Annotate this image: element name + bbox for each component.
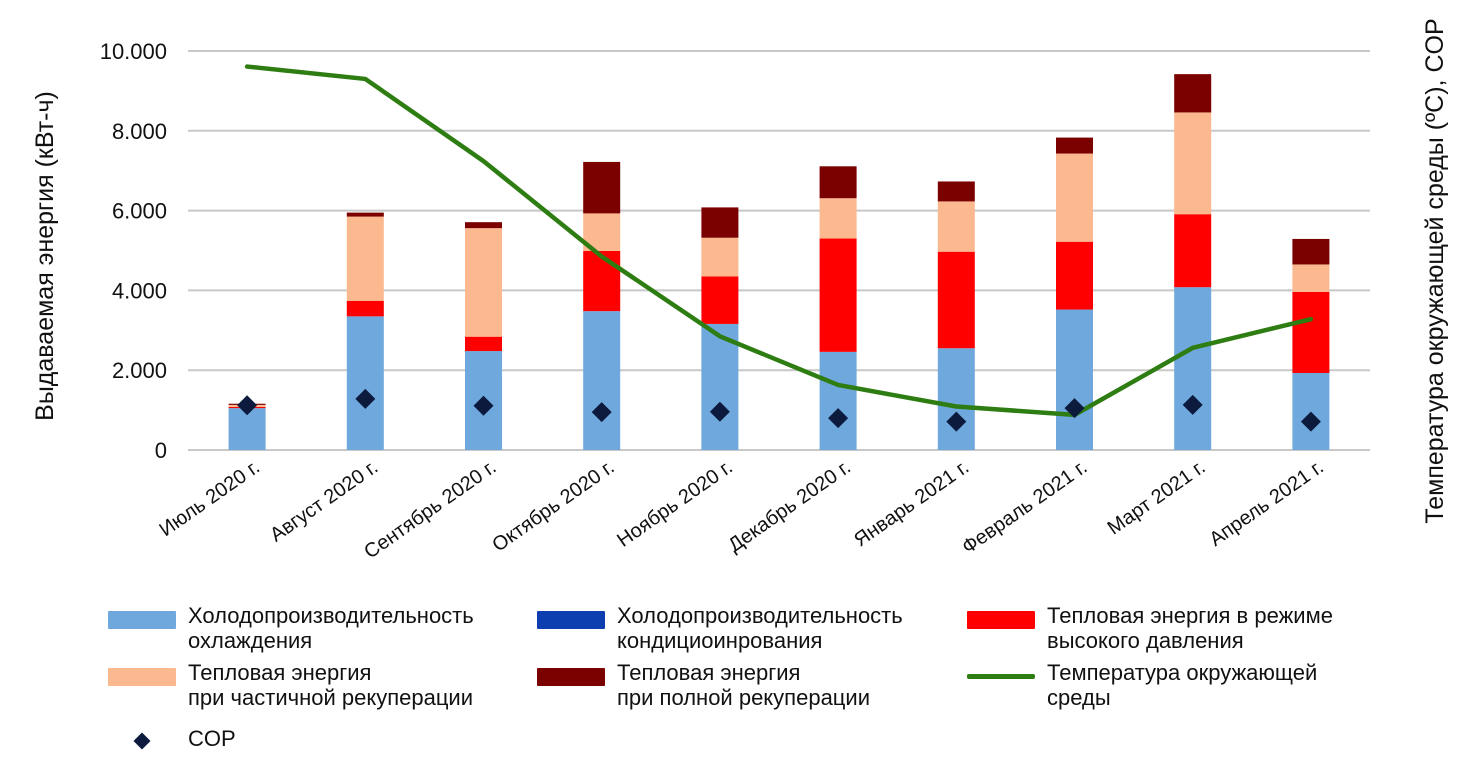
- cop-marker: [355, 388, 376, 409]
- bar-segment: [465, 222, 502, 229]
- y-axis-title: Выдаваемая энергия (кВт-ч): [31, 91, 59, 421]
- y-tick-label: 4.000: [112, 278, 167, 303]
- y2-axis-title: Температура окружающей среды (ºС), COP: [1421, 18, 1449, 523]
- x-tick-label: Январь 2021 г.: [850, 456, 973, 551]
- temperature-line-path: [244, 64, 1314, 418]
- y-tick-label: 8.000: [112, 119, 167, 144]
- x-axis-labels: Июль 2020 г. Август 2020 г.Сентябрь 2020 …: [155, 456, 1327, 563]
- bar-segment: [346, 212, 384, 217]
- bar-segment: [1174, 214, 1212, 288]
- y-axis-ticks: 0 2.000 4.000 6.000 8.000 10.000: [100, 39, 167, 463]
- bar-segment: [937, 181, 975, 202]
- x-tick-label: Март 2021 г.: [1104, 456, 1210, 539]
- temperature-line: [244, 64, 1314, 418]
- cop-marker: [1300, 411, 1321, 432]
- bar-segment: [346, 216, 384, 301]
- gridlines: [188, 50, 1370, 451]
- bar-segment: [465, 228, 502, 337]
- y-tick-label: 6.000: [112, 199, 167, 224]
- y-tick-label: 0: [155, 438, 167, 463]
- bar-segment: [701, 237, 739, 277]
- bar-segment: [701, 207, 739, 238]
- bar-segment: [819, 166, 857, 199]
- cop-marker: [473, 395, 494, 416]
- bar-segment: [583, 161, 621, 214]
- bar-segment: [1292, 372, 1330, 450]
- cop-marker: [591, 402, 612, 423]
- bar-segment: [346, 316, 384, 450]
- bar-segment: [937, 348, 975, 450]
- bar-segment: [937, 251, 975, 349]
- bar-segment: [1174, 74, 1212, 113]
- bar-segment: [819, 198, 857, 239]
- bar-segment: [937, 201, 975, 252]
- bar-segment: [1056, 241, 1093, 310]
- cop-marker: [946, 411, 967, 432]
- x-tick-label: Август 2020 г.: [266, 456, 382, 546]
- bar-segment: [819, 238, 857, 352]
- bar-segment: [1174, 112, 1212, 215]
- bar-segment: [1292, 291, 1330, 373]
- bar-segment: [465, 336, 502, 352]
- bar-segment: [583, 311, 621, 450]
- bar-segment: [346, 300, 384, 317]
- y-tick-label: 2.000: [112, 358, 167, 383]
- x-tick-label: Декабрь 2020 г.: [724, 456, 855, 557]
- bar-segment: [583, 250, 621, 312]
- bar-segment: [1292, 238, 1330, 265]
- bar-segment: [701, 323, 739, 450]
- bar-segment: [819, 351, 857, 450]
- bar-segment: [1174, 287, 1212, 450]
- bar-segment: [1056, 153, 1093, 242]
- x-tick-label: Октябрь 2020 г.: [488, 456, 618, 556]
- bar-segment: [1292, 264, 1330, 292]
- bars: [228, 74, 1330, 450]
- cop-marker: [1064, 398, 1085, 419]
- bar-segment: [701, 276, 739, 324]
- x-tick-label: Июль 2020 г.: [155, 456, 263, 541]
- x-tick-label: Февраль 2021 г.: [958, 456, 1091, 559]
- x-tick-label: Апрель 2021 г.: [1205, 456, 1327, 551]
- cop-marker: [828, 408, 849, 429]
- bar-segment: [1056, 309, 1093, 450]
- cop-markers: [237, 388, 1321, 432]
- bar-segment: [1056, 137, 1093, 154]
- cop-marker: [709, 401, 730, 422]
- y-tick-label: 10.000: [100, 39, 167, 64]
- x-tick-label: Сентябрь 2020 г.: [360, 456, 500, 563]
- cop-marker: [237, 395, 258, 416]
- x-tick-label: Ноябрь 2020 г.: [613, 456, 737, 552]
- cop-marker: [1182, 394, 1203, 415]
